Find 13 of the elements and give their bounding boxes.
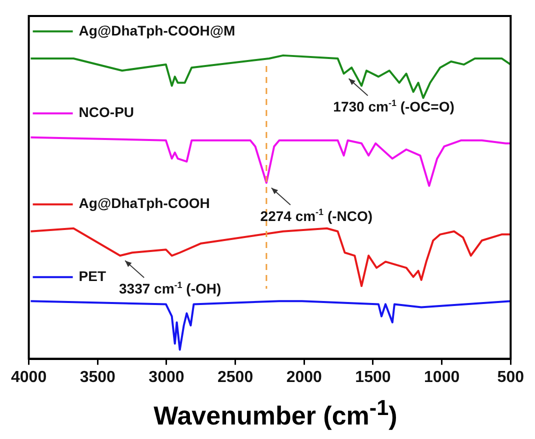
x-tick-label: 3500 (80, 368, 116, 386)
x-tick-label: 3000 (148, 368, 184, 386)
x-tick-label: 500 (497, 368, 524, 386)
x-tick-label: 1000 (424, 368, 460, 386)
legend-label: PET (78, 268, 106, 284)
x-tick-label: 4000 (11, 368, 47, 386)
legend-label: Ag@DhaTph-COOH (78, 195, 210, 212)
legend-label: NCO-PU (78, 104, 134, 120)
legend-label: Ag@DhaTph-COOH@M (78, 22, 236, 38)
x-tick-label: 1500 (355, 368, 391, 386)
x-tick-label: 2500 (218, 368, 254, 386)
x-axis-title: Wavenumber (cm$^{-1}$) (152, 394, 398, 433)
x-tick-label: 2000 (286, 368, 322, 386)
